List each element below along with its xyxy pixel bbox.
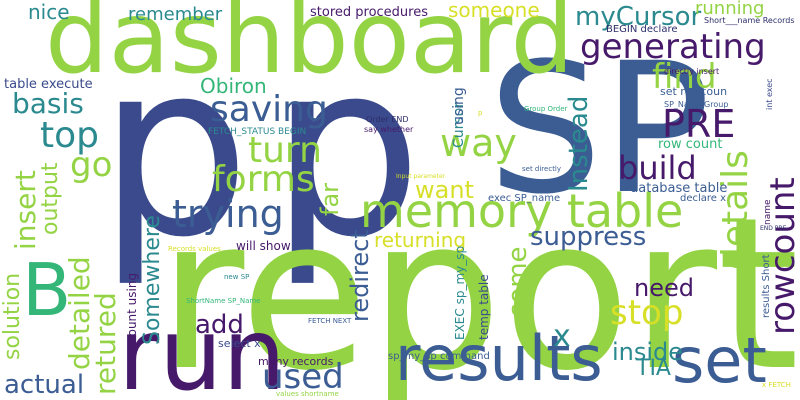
cloud-word-x: x (553, 319, 571, 354)
cloud-word-p-large-2: p (270, 10, 423, 290)
cloud-word-redirect-vertical: redirect (346, 229, 374, 322)
cloud-word-come-vertical: come (503, 246, 533, 318)
cloud-word-exec-sp-my-sp-vertical: EXEC sp_my_sp (453, 245, 467, 340)
cloud-word-input-parameter: Input parameter (396, 173, 446, 180)
cloud-word-solution-vertical: solution (0, 272, 25, 360)
cloud-word-insert-vertical: insert (9, 170, 42, 250)
cloud-word-retured-vertical: retured (89, 292, 122, 395)
cloud-word-suppress: suppress (530, 222, 647, 252)
cloud-word-generating: generating (580, 27, 766, 67)
cloud-word-fetch-status-begin: FETCH_STATUS BEGIN (208, 127, 307, 137)
cloud-word-inside: inside (612, 338, 684, 366)
cloud-word-details-vertical: details (715, 150, 756, 270)
cloud-word-find: find (652, 57, 717, 97)
cloud-word-pre: PRE (662, 102, 736, 146)
cloud-word-want: want (415, 176, 474, 204)
cloud-word-saving: saving (210, 89, 328, 130)
cloud-word-table-execute: table execute (4, 77, 93, 92)
cloud-word-far-vertical: far (316, 182, 344, 216)
cloud-word-add: add (195, 310, 244, 340)
cloud-word-begin-declare: BEGIN declare (606, 24, 678, 35)
cloud-word-group-order: Group Order (524, 105, 568, 113)
cloud-word-row-count: row count (658, 137, 723, 152)
cloud-word-remember: remember (128, 4, 223, 25)
cloud-word-sp-name-group: SP_Name Group (664, 100, 729, 109)
cloud-word-need: need (634, 274, 694, 302)
cloud-word-way: way (440, 121, 517, 165)
cloud-word-results: results (395, 322, 603, 395)
cloud-word-returning: returning (374, 228, 467, 252)
cloud-word-go: go (70, 145, 113, 185)
cloud-word-somewhere-vertical: Somewhere (140, 215, 165, 345)
cloud-word-sp: SP (488, 25, 711, 234)
cloud-word-turn: turn (248, 130, 322, 171)
cloud-word-trying: trying (172, 192, 284, 236)
cloud-word-set: set (672, 324, 767, 397)
cloud-word-dashboard: dashboard (45, 0, 575, 96)
cloud-word-values-shortname: values shortname (276, 390, 339, 398)
cloud-word-will-show: will show (236, 239, 291, 253)
cloud-word-new-sp: new SP (224, 273, 250, 281)
cloud-word-select-x: select x (218, 337, 261, 350)
cloud-word-memory-table: memory table (360, 184, 684, 238)
cloud-word-top: top (40, 115, 99, 156)
cloud-word-someone: someone (448, 0, 540, 22)
cloud-word-x-fetch: x FETCH (762, 381, 791, 389)
cloud-word-temp-table-vertical: temp table (477, 274, 491, 340)
cloud-word-stored-procedures: stored procedures (310, 5, 428, 20)
cloud-word-nice: nice (28, 0, 70, 24)
cloud-word-records-values: Records values (168, 245, 221, 253)
cloud-word-exec-sp-name: exec SP_name (488, 193, 561, 204)
cloud-word-obiron: Obiron (200, 74, 267, 98)
cloud-word-int-exec-vertical: int exec (765, 78, 774, 110)
cloud-word-fetch-next: FETCH NEXT (308, 317, 352, 325)
cloud-word-output-vertical: output (38, 162, 63, 235)
cloud-word-stop: stop (610, 293, 684, 333)
cloud-word-say-whether: say whether (364, 125, 414, 134)
cloud-word-declare-x: declare x (680, 193, 727, 204)
cloud-word-used: used (262, 357, 344, 397)
cloud-word-instead-vertical: Instead (564, 95, 594, 192)
cloud-word-short-name-records: Short___name Records (704, 16, 795, 25)
cloud-word-run: run (118, 296, 286, 400)
cloud-word-forms: forms (212, 159, 315, 200)
cloud-word-results-short-vertical: results Short (761, 254, 772, 318)
cloud-word-running: running (695, 0, 765, 19)
cloud-word-b: B (22, 248, 72, 332)
cloud-word-build: build (618, 149, 697, 187)
cloud-word-directly-insert: directly insert (664, 67, 720, 76)
cloud-word-p-small: p (478, 109, 483, 117)
cloud-word-using-vertical: using (451, 87, 467, 125)
cloud-word-order-end: Order END (366, 115, 409, 124)
cloud-word-set-rowcoun: set rowcoun (660, 85, 728, 98)
cloud-word-shortname-sp-name: ShortName SP_Name (186, 297, 261, 305)
cloud-word-end-pre: END PRE (760, 225, 787, 232)
cloud-word-set-directly: set directly (522, 165, 562, 173)
cloud-word-actual: actual (4, 370, 85, 400)
cloud-word-report: report (158, 172, 800, 400)
cloud-word-mycursor: myCursor (575, 2, 702, 32)
cloud-word-many-records: many records (258, 355, 334, 368)
cloud-word-p-large: p (98, 10, 251, 290)
cloud-word-name-vertical: name (763, 199, 773, 225)
cloud-word-basis: basis (12, 87, 84, 120)
cloud-word-sp-my-sp-command: sp_my_sp command (388, 351, 490, 362)
cloud-word-count-using-vertical: count using (125, 272, 139, 343)
cloud-word-tia: TIA (636, 356, 671, 381)
cloud-word-database-table: database table (630, 181, 728, 196)
